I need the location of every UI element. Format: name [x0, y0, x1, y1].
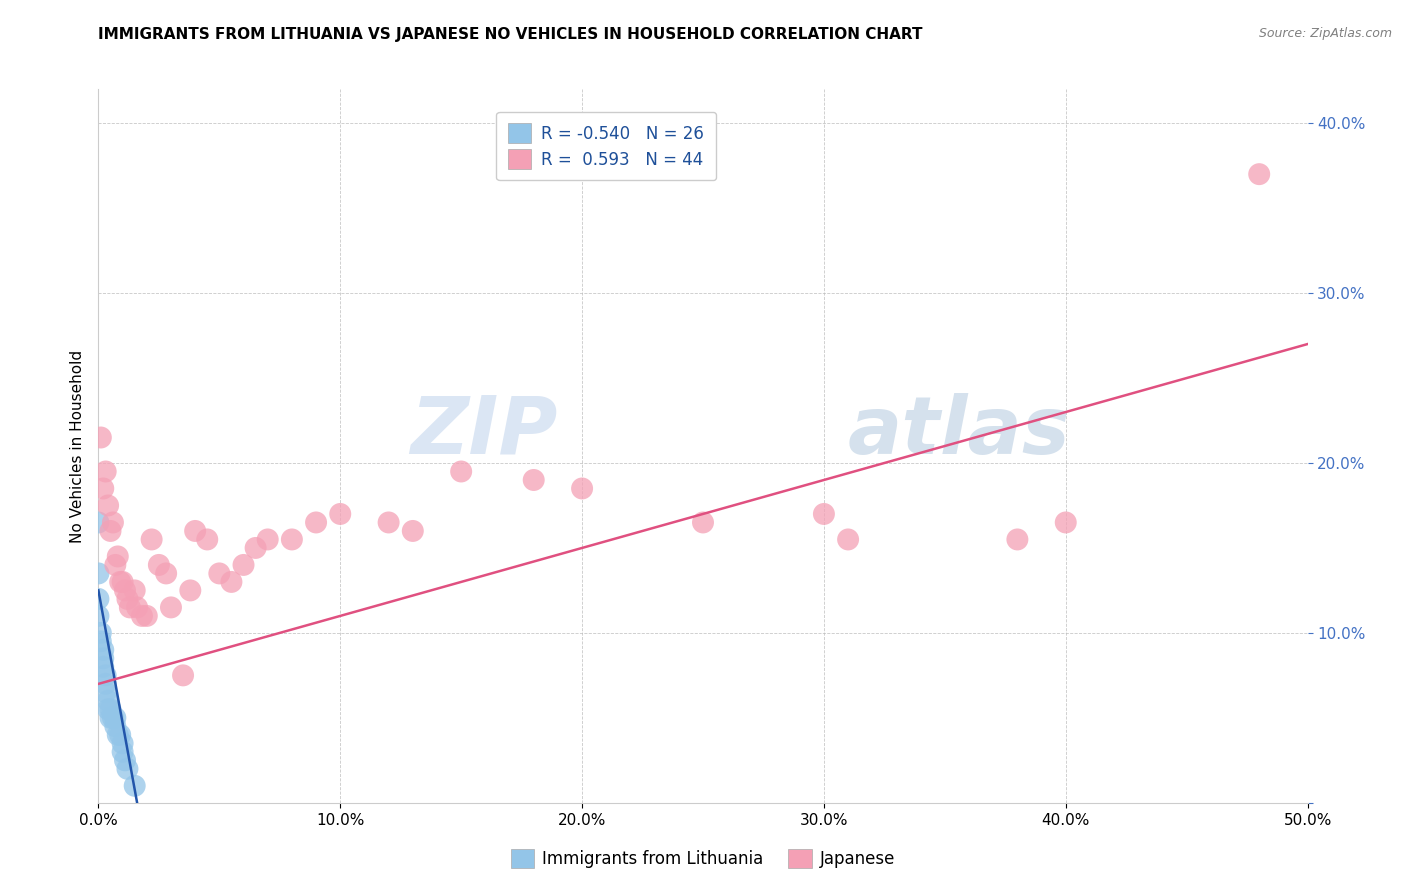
Point [329, 507, 352, 521]
Point [837, 533, 859, 547]
Point [221, 574, 243, 589]
Point [90, 626, 112, 640]
Point [94, 685, 117, 699]
Point [232, 558, 254, 572]
Point [1249, 167, 1271, 181]
Point [195, 533, 218, 547]
Point [117, 762, 139, 776]
Point [127, 600, 149, 615]
Point [101, 711, 124, 725]
Point [100, 524, 122, 538]
Point [87, 608, 110, 623]
Point [523, 473, 546, 487]
Point [172, 668, 194, 682]
Point [571, 482, 593, 496]
Point [91, 482, 114, 496]
Point [94, 668, 117, 682]
Text: IMMIGRANTS FROM LITHUANIA VS JAPANESE NO VEHICLES IN HOUSEHOLD CORRELATION CHART: IMMIGRANTS FROM LITHUANIA VS JAPANESE NO… [98, 27, 922, 42]
Legend: R = -0.540   N = 26, R =  0.593   N = 44: R = -0.540 N = 26, R = 0.593 N = 44 [496, 112, 716, 180]
Point [377, 516, 399, 530]
Point [114, 583, 136, 598]
Point [402, 524, 425, 538]
Point [94, 465, 117, 479]
Point [184, 524, 207, 538]
Point [101, 516, 124, 530]
Point [1007, 533, 1029, 547]
Point [100, 702, 122, 716]
Point [124, 583, 146, 598]
Point [97, 499, 120, 513]
Point [155, 566, 177, 581]
Point [813, 507, 835, 521]
Y-axis label: No Vehicles in Household: No Vehicles in Household [69, 350, 84, 542]
Point [91, 643, 114, 657]
Point [208, 566, 231, 581]
Point [114, 753, 136, 767]
Point [450, 465, 472, 479]
Text: Source: ZipAtlas.com: Source: ZipAtlas.com [1258, 27, 1392, 40]
Point [97, 702, 120, 716]
Point [104, 711, 127, 725]
Legend: Immigrants from Lithuania, Japanese: Immigrants from Lithuania, Japanese [503, 842, 903, 875]
Point [107, 549, 129, 564]
Point [131, 608, 153, 623]
Point [97, 694, 120, 708]
Point [124, 779, 146, 793]
Text: atlas: atlas [848, 392, 1071, 471]
Point [692, 516, 714, 530]
Point [245, 541, 267, 555]
Point [160, 600, 183, 615]
Point [104, 719, 127, 733]
Point [281, 533, 304, 547]
Point [104, 558, 127, 572]
Point [90, 430, 112, 444]
Point [91, 660, 114, 674]
Point [1054, 516, 1077, 530]
Point [91, 651, 114, 665]
Point [100, 711, 122, 725]
Point [87, 591, 110, 606]
Point [111, 736, 134, 750]
Point [87, 566, 110, 581]
Point [135, 608, 157, 623]
Point [107, 728, 129, 742]
Point [256, 533, 278, 547]
Point [111, 745, 134, 759]
Text: ZIP: ZIP [411, 392, 558, 471]
Point [111, 574, 134, 589]
Point [117, 591, 139, 606]
Point [108, 728, 131, 742]
Point [108, 574, 131, 589]
Point [305, 516, 328, 530]
Point [87, 516, 110, 530]
Point [90, 634, 112, 648]
Point [94, 677, 117, 691]
Point [148, 558, 170, 572]
Point [179, 583, 201, 598]
Point [141, 533, 163, 547]
Point [118, 600, 141, 615]
